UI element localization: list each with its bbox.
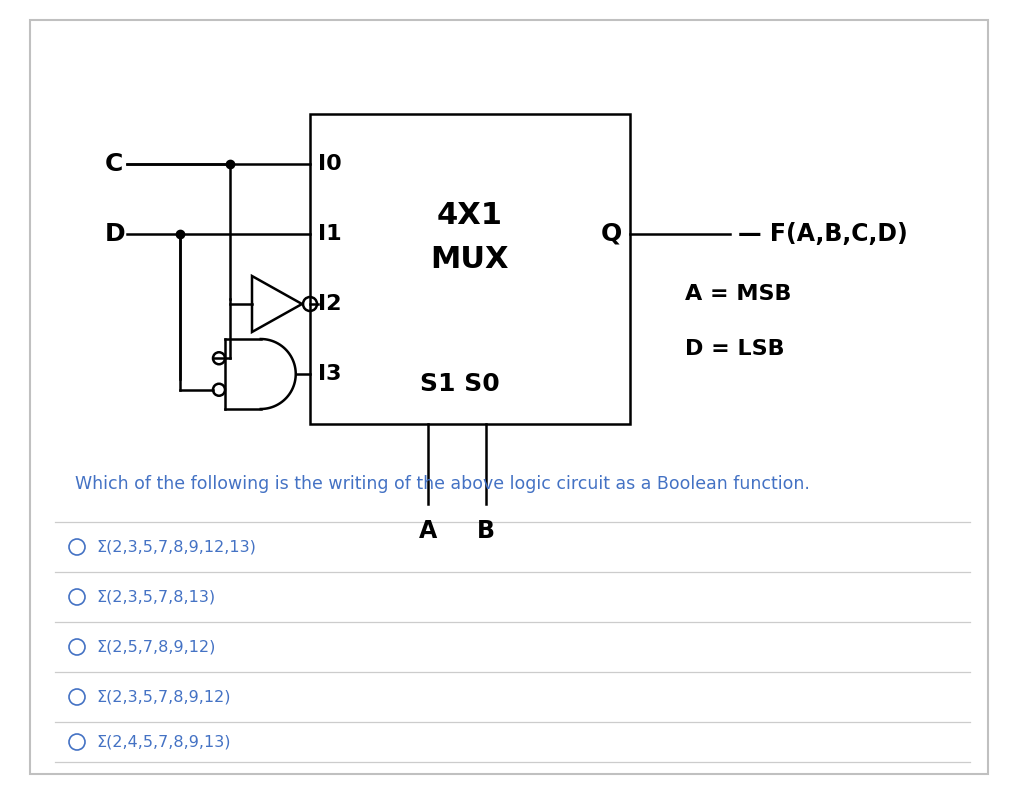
Text: 4X1: 4X1 xyxy=(437,202,503,230)
Text: A: A xyxy=(419,519,437,543)
Text: I2: I2 xyxy=(318,294,341,314)
Text: Which of the following is the writing of the above logic circuit as a Boolean fu: Which of the following is the writing of… xyxy=(75,475,810,493)
Text: Σ(2,3,5,7,8,9,12): Σ(2,3,5,7,8,9,12) xyxy=(96,689,230,704)
Text: I1: I1 xyxy=(318,224,341,244)
Text: Σ(2,4,5,7,8,9,13): Σ(2,4,5,7,8,9,13) xyxy=(96,734,230,750)
Text: I0: I0 xyxy=(318,154,341,174)
Text: S1 S0: S1 S0 xyxy=(420,372,500,396)
Text: MUX: MUX xyxy=(431,245,510,275)
Text: D: D xyxy=(105,222,125,246)
Text: D = LSB: D = LSB xyxy=(685,339,785,359)
Text: Σ(2,5,7,8,9,12): Σ(2,5,7,8,9,12) xyxy=(96,639,215,654)
Text: Σ(2,3,5,7,8,9,12,13): Σ(2,3,5,7,8,9,12,13) xyxy=(96,539,256,554)
Text: Q: Q xyxy=(601,222,622,246)
Text: I3: I3 xyxy=(318,364,341,384)
Text: A = MSB: A = MSB xyxy=(685,284,792,304)
Text: C: C xyxy=(105,152,123,176)
Text: — F(A,B,C,D): — F(A,B,C,D) xyxy=(738,222,908,246)
Bar xyxy=(310,114,630,424)
Text: Σ(2,3,5,7,8,13): Σ(2,3,5,7,8,13) xyxy=(96,589,215,604)
Text: B: B xyxy=(477,519,495,543)
